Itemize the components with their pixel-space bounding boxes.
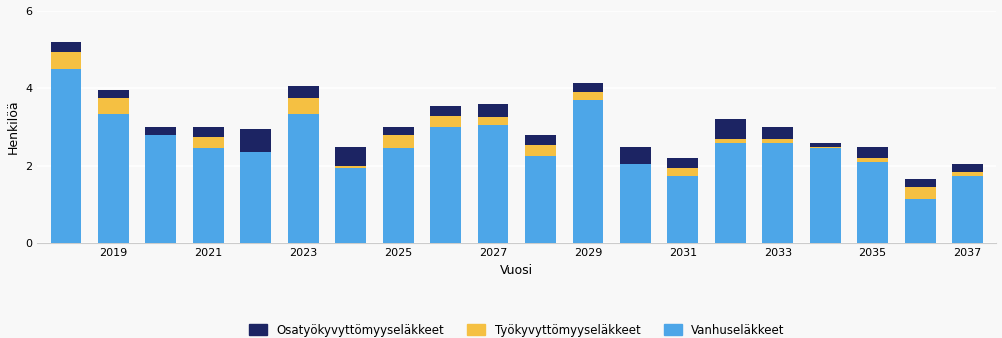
Bar xyxy=(904,187,935,199)
Bar xyxy=(666,175,697,243)
Bar xyxy=(98,98,128,114)
Bar xyxy=(857,162,887,243)
Bar xyxy=(50,69,81,243)
Bar xyxy=(192,148,223,243)
Bar xyxy=(383,127,413,135)
Bar xyxy=(619,146,650,164)
Bar xyxy=(904,179,935,187)
Bar xyxy=(714,139,745,143)
Bar xyxy=(50,52,81,69)
Bar xyxy=(335,146,366,166)
Bar xyxy=(714,119,745,139)
Bar xyxy=(951,164,982,172)
Bar xyxy=(809,146,840,148)
Bar xyxy=(904,199,935,243)
Bar xyxy=(98,90,128,98)
Bar xyxy=(666,168,697,175)
Bar xyxy=(477,104,508,118)
Legend: Osatyökyvyttömyyseläkkeet, Työkyvyttömyyseläkkeet, Vanhuseläkkeet: Osatyökyvyttömyyseläkkeet, Työkyvyttömyy… xyxy=(248,324,784,337)
Bar xyxy=(335,166,366,168)
Y-axis label: Henkilöä: Henkilöä xyxy=(7,100,20,154)
Bar xyxy=(477,118,508,125)
Bar xyxy=(288,98,319,114)
Bar xyxy=(50,42,81,52)
Bar xyxy=(383,148,413,243)
Bar xyxy=(192,137,223,148)
X-axis label: Vuosi: Vuosi xyxy=(500,264,533,277)
Bar xyxy=(857,158,887,162)
Bar xyxy=(430,106,461,116)
Bar xyxy=(288,87,319,98)
Bar xyxy=(857,146,887,158)
Bar xyxy=(477,125,508,243)
Bar xyxy=(98,114,128,243)
Bar xyxy=(145,127,176,135)
Bar xyxy=(335,168,366,243)
Bar xyxy=(572,82,603,92)
Bar xyxy=(525,135,555,145)
Bar xyxy=(762,127,793,139)
Bar xyxy=(192,127,223,137)
Bar xyxy=(714,143,745,243)
Bar xyxy=(430,116,461,127)
Bar xyxy=(430,127,461,243)
Bar xyxy=(762,139,793,143)
Bar xyxy=(525,156,555,243)
Bar xyxy=(525,145,555,156)
Bar xyxy=(809,143,840,146)
Bar xyxy=(240,152,271,243)
Bar xyxy=(951,172,982,175)
Bar xyxy=(288,114,319,243)
Bar xyxy=(951,175,982,243)
Bar xyxy=(809,148,840,243)
Bar xyxy=(619,164,650,243)
Bar xyxy=(666,158,697,168)
Bar xyxy=(240,129,271,152)
Bar xyxy=(383,135,413,148)
Bar xyxy=(762,143,793,243)
Bar xyxy=(572,92,603,100)
Bar xyxy=(145,135,176,243)
Bar xyxy=(572,100,603,243)
